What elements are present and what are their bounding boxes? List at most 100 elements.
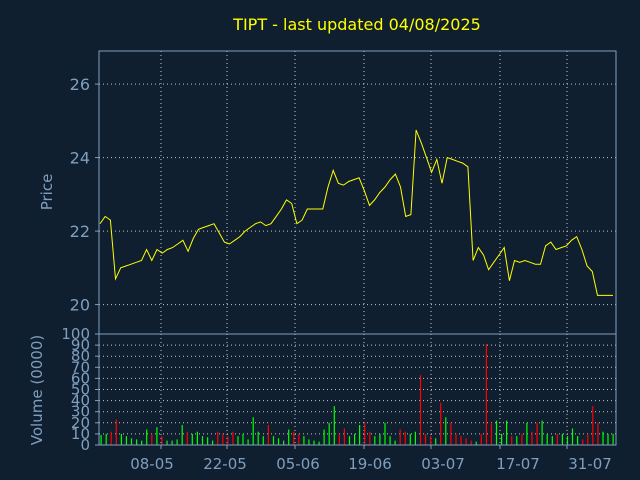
volume-bar: [141, 440, 143, 445]
volume-bar: [313, 440, 315, 445]
volume-bar: [470, 440, 472, 445]
volume-bar: [602, 431, 604, 445]
volume-bar: [262, 436, 264, 445]
volume-bar: [166, 440, 168, 445]
x-tick-label: 05-06: [276, 455, 320, 473]
volume-bar: [561, 433, 563, 445]
volume-bar: [389, 436, 391, 445]
volume-bar: [293, 431, 295, 445]
volume-bar: [501, 433, 503, 445]
x-tick-label: 22-05: [203, 455, 247, 473]
volume-bar: [242, 433, 244, 445]
volume-bar: [308, 439, 310, 445]
volume-y-tick-label: 10: [71, 425, 90, 443]
volume-bar: [100, 435, 102, 445]
volume-bar: [587, 433, 589, 445]
volume-bar: [277, 438, 280, 445]
volume-bar: [303, 436, 305, 445]
volume-bar: [506, 420, 508, 445]
volume-bar: [424, 433, 427, 445]
volume-y-tick-label: 60: [71, 369, 90, 387]
volume-bar: [207, 437, 209, 445]
volume-y-tick-label: 0: [80, 436, 90, 454]
volume-bar: [105, 433, 107, 445]
volume-bar: [536, 422, 538, 445]
volume-bar: [566, 436, 569, 445]
volume-bar: [531, 431, 533, 445]
price-y-tick-label: 24: [70, 149, 90, 168]
volume-bar: [551, 436, 553, 445]
volume-bar: [440, 402, 442, 445]
volume-bar: [475, 441, 477, 445]
volume-bar: [607, 433, 609, 445]
price-y-tick-label: 20: [70, 296, 90, 315]
volume-bar: [156, 427, 158, 445]
volume-bar: [151, 433, 153, 445]
volume-bar: [359, 425, 361, 445]
volume-bar: [237, 436, 239, 445]
volume-bar: [267, 425, 269, 445]
volume-bar: [414, 431, 416, 445]
volume-bar: [333, 406, 335, 445]
volume-bar: [232, 431, 234, 445]
volume-bar: [490, 422, 492, 445]
volume-bar: [582, 439, 584, 445]
volume-bar: [480, 433, 482, 445]
x-tick-label: 08-05: [130, 455, 174, 473]
volume-y-tick-label: 70: [71, 358, 90, 376]
volume-bar: [212, 440, 214, 445]
volume-bars: [100, 344, 614, 446]
volume-bar: [176, 439, 178, 445]
volume-bar: [343, 428, 345, 445]
volume-bar: [191, 433, 193, 445]
volume-bar: [364, 422, 366, 445]
price-y-axis-label: Price: [38, 174, 56, 211]
volume-bar: [252, 417, 254, 446]
volume-bar: [328, 422, 330, 445]
price-y-tick-label: 22: [70, 222, 90, 241]
price-series-line: [99, 129, 613, 296]
x-tick-label: 17-07: [496, 455, 540, 473]
volume-bar: [186, 431, 188, 445]
volume-bar: [450, 422, 452, 445]
volume-grid: [99, 334, 616, 445]
volume-bar: [577, 436, 579, 445]
volume-bar: [445, 417, 447, 446]
volume-y-axis-label: Volume (0000): [28, 335, 46, 445]
volume-bar: [516, 436, 518, 445]
volume-bar: [612, 433, 614, 445]
volume-bar: [125, 436, 127, 445]
volume-bar: [374, 436, 376, 445]
volume-y-tick-label: 90: [71, 336, 90, 354]
volume-bar: [196, 431, 198, 445]
volume-bar: [399, 429, 401, 445]
volume-y-tick-label: 40: [71, 392, 90, 410]
volume-bar: [227, 436, 229, 445]
volume-bar: [465, 438, 467, 445]
volume-bar: [404, 431, 406, 445]
volume-bar: [394, 440, 396, 445]
volume-bar: [222, 433, 224, 445]
volume-bar: [161, 436, 163, 445]
volume-bar: [597, 422, 599, 445]
volume-bar: [541, 420, 543, 445]
volume-bar: [298, 433, 300, 445]
volume-bar: [455, 433, 457, 445]
volume-bar: [435, 438, 437, 445]
volume-bar: [556, 433, 558, 445]
volume-bar: [571, 428, 574, 445]
price-y-ticks: 20 22 24 26: [70, 75, 99, 315]
volume-y-tick-label: 100: [61, 325, 90, 343]
volume-bar: [136, 439, 138, 445]
volume-bar: [120, 433, 122, 445]
volume-bar: [485, 344, 487, 445]
volume-bar: [288, 429, 290, 445]
volume-bar: [323, 429, 325, 445]
volume-bar: [201, 436, 204, 445]
volume-bar: [110, 431, 112, 445]
volume-bar: [146, 429, 148, 445]
volume-y-tick-label: 50: [71, 381, 90, 399]
